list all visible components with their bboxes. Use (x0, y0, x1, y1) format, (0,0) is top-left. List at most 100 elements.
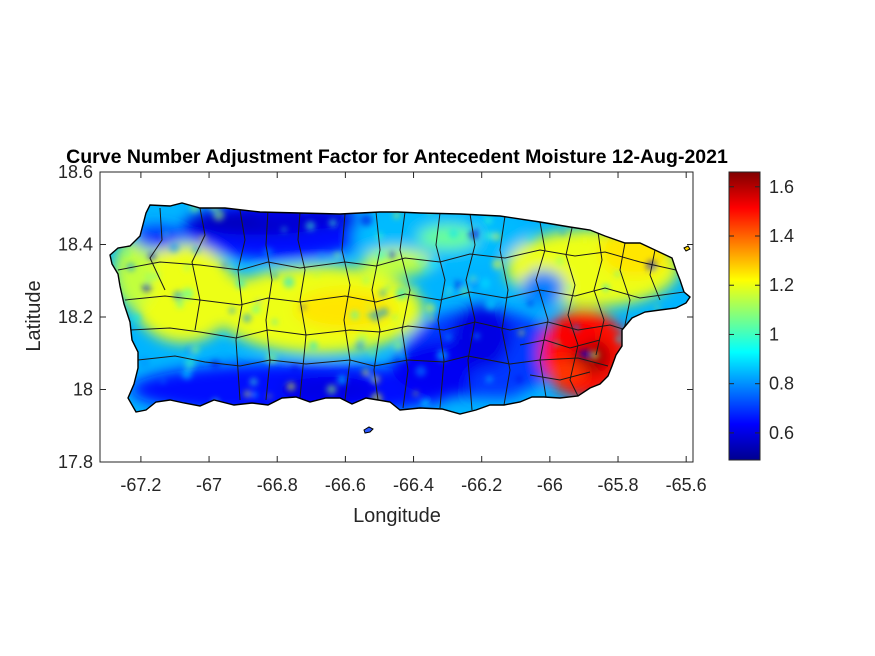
municipality-border (265, 209, 273, 401)
municipality-border (649, 249, 661, 301)
moisture-zone (546, 361, 587, 382)
island-east-cay (683, 245, 691, 252)
moisture-speck (360, 214, 373, 226)
moisture-speck (343, 246, 351, 254)
moisture-zone (417, 225, 478, 250)
y-axis-ticks: 18.6 18.4 18.2 18 17.8 (58, 162, 693, 472)
moisture-speck (523, 266, 529, 272)
moisture-speck (301, 304, 306, 310)
moisture-speck (429, 315, 435, 321)
moisture-speck (361, 368, 370, 377)
moisture-speck (581, 237, 589, 245)
moisture-speck (163, 231, 169, 237)
moisture-speck (393, 212, 400, 219)
moisture-speck (387, 251, 396, 259)
moisture-speck (469, 278, 481, 290)
moisture-speck (126, 262, 136, 272)
x-tick-label: -65.8 (598, 475, 639, 495)
moisture-speck (615, 335, 623, 343)
moisture-speck (125, 251, 131, 257)
moisture-speck (183, 263, 191, 271)
moisture-speck (555, 256, 565, 266)
x-axis-ticks: -67.2 -67 -66.8 -66.6 -66.4 -66.2 -66 -65.8 -65.… (120, 172, 707, 495)
moisture-speck (251, 391, 258, 398)
moisture-speck (147, 252, 156, 261)
municipality-border (465, 213, 476, 411)
moisture-speck (379, 307, 389, 317)
municipality-border (137, 355, 609, 367)
colorbar-tick-label: 0.8 (769, 374, 794, 394)
moisture-speck (190, 345, 200, 355)
moisture-speck (286, 382, 296, 391)
moisture-speck (251, 305, 261, 314)
moisture-speck (141, 282, 152, 293)
moisture-speck (459, 279, 465, 285)
moisture-speck (243, 390, 251, 398)
moisture-speck (485, 376, 492, 383)
moisture-speck (310, 328, 316, 334)
moisture-speck (222, 263, 227, 268)
moisture-speck (415, 365, 427, 377)
moisture-speck (527, 300, 534, 307)
x-tick-label: -66.6 (325, 475, 366, 495)
moisture-speck (560, 229, 566, 235)
moisture-speck (385, 285, 390, 290)
moisture-speck (375, 250, 386, 261)
moisture-speck (420, 398, 430, 408)
moisture-speck (413, 286, 419, 292)
moisture-speck (445, 290, 451, 296)
moisture-zone (149, 273, 270, 324)
municipality-border (499, 215, 511, 406)
moisture-speck (172, 290, 183, 301)
moisture-zone (451, 305, 512, 366)
municipality-border (529, 371, 591, 381)
moisture-speck (157, 234, 162, 240)
moisture-speck (314, 272, 320, 278)
municipality-border (341, 213, 351, 401)
moisture-speck (436, 349, 448, 361)
moisture-speck (484, 231, 494, 241)
moisture-speck (398, 352, 408, 362)
moisture-speck (473, 333, 480, 339)
moisture-speck (395, 288, 407, 300)
moisture-speck (369, 349, 377, 357)
moisture-speck (392, 314, 398, 320)
moisture-speck (655, 305, 660, 311)
moisture-speck (168, 242, 180, 253)
moisture-speck (393, 340, 404, 351)
moisture-speck (228, 307, 236, 314)
moisture-speck (249, 377, 258, 386)
moisture-speck (468, 228, 480, 240)
moisture-speck (417, 257, 425, 265)
moisture-speck (262, 247, 273, 258)
island-outline (109, 202, 691, 415)
municipality-borders (117, 207, 685, 411)
municipality-border (117, 249, 677, 271)
municipality-border (535, 221, 549, 398)
moisture-speck (291, 364, 299, 373)
moisture-speck (413, 391, 419, 396)
moisture-speck (484, 216, 493, 225)
moisture-speck (492, 232, 501, 241)
moisture-speck (582, 349, 593, 360)
moisture-speck (138, 356, 151, 369)
municipality-border (519, 339, 601, 349)
municipality-border (565, 227, 579, 397)
moisture-zone (468, 366, 529, 399)
moisture-speck (265, 352, 277, 364)
y-tick-label: 17.8 (58, 452, 93, 472)
colorbar-tick-label: 1 (769, 324, 779, 344)
moisture-speck (492, 258, 503, 270)
moisture-speck (464, 222, 470, 228)
y-tick-label: 18.6 (58, 162, 93, 182)
moisture-speck (309, 341, 318, 350)
municipality-border (297, 211, 307, 399)
municipality-border (593, 231, 605, 356)
moisture-speck (379, 289, 387, 297)
moisture-speck (181, 288, 194, 300)
moisture-speck (480, 278, 491, 289)
moisture-speck (334, 251, 341, 259)
moisture-speck (423, 268, 429, 274)
moisture-speck (328, 219, 337, 228)
moisture-speck (429, 258, 440, 270)
